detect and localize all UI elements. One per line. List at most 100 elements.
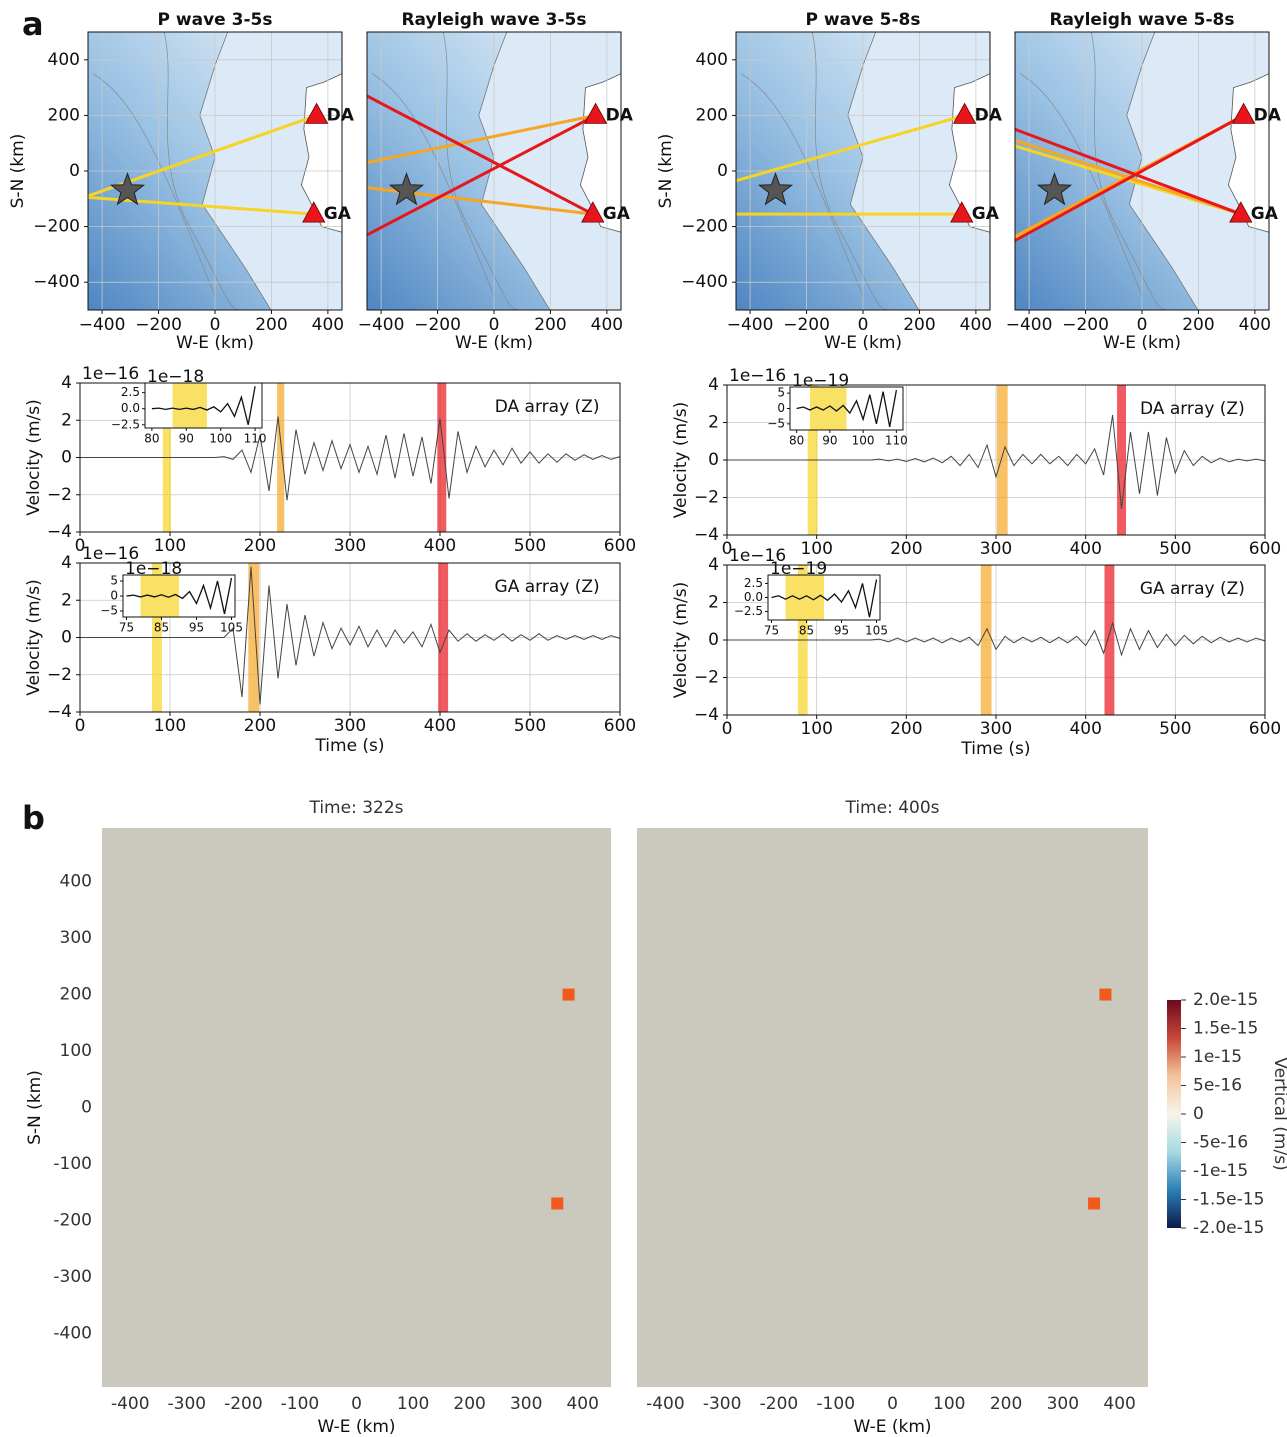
plot-frame	[366, 31, 622, 311]
time-window	[438, 563, 449, 712]
colorbar-tick-label: -1e-15	[1193, 1161, 1248, 1181]
station-label: GA	[1251, 204, 1279, 224]
x-tick-label: -100	[816, 1394, 855, 1414]
time-window	[277, 383, 285, 532]
time-window	[1104, 565, 1115, 715]
chart-title: Rayleigh wave 5-8s	[1049, 10, 1234, 30]
offset-label: 1e−16	[729, 366, 786, 386]
x-tick-label: 300	[980, 539, 1012, 559]
x-tick-label: 400	[1069, 719, 1101, 739]
x-tick-label: 500	[514, 536, 546, 556]
colorbar-tick-label: -1.5e-15	[1193, 1190, 1264, 1210]
station	[1099, 988, 1112, 1001]
station	[1088, 1197, 1101, 1210]
x-axis-label: Time (s)	[314, 736, 384, 756]
chart-title: P wave 3-5s	[158, 10, 273, 30]
contour	[92, 73, 216, 297]
colorbar-tick-label: 5e-16	[1193, 1076, 1242, 1096]
x-tick-label: 600	[1249, 719, 1281, 739]
y-tick-label: 0	[717, 161, 728, 181]
y-tick-label: -100	[53, 1154, 92, 1174]
x-tick-label: 100	[154, 716, 186, 736]
x-tick-label: 600	[604, 536, 636, 556]
station	[551, 1197, 564, 1210]
station-label: GA	[324, 204, 352, 224]
station-label: DA	[1254, 105, 1282, 125]
y-tick-label: 2	[708, 413, 719, 433]
station	[950, 201, 974, 223]
x-tick-label: −200	[1062, 315, 1109, 335]
y-tick-label: 4	[61, 553, 72, 573]
x-axis-label: W-E (km)	[455, 333, 533, 353]
y-tick-label: 200	[696, 105, 728, 125]
ray	[367, 94, 594, 216]
station-label: GA	[972, 204, 1000, 224]
y-tick-label: −2.5	[734, 604, 763, 618]
x-tick-label: 400	[424, 716, 456, 736]
time-window	[980, 565, 992, 715]
x-tick-label: 200	[890, 539, 922, 559]
x-tick-label: 105	[865, 624, 888, 638]
y-axis-label: S-N (km)	[8, 134, 28, 209]
time-window	[1117, 385, 1127, 535]
chart-title: Time: 322s	[308, 798, 403, 818]
x-axis-label: W-E (km)	[824, 333, 902, 353]
ray	[1015, 114, 1245, 242]
source-star	[388, 172, 425, 206]
y-tick-label: −4	[47, 702, 72, 722]
x-tick-label: 400	[1239, 315, 1271, 335]
y-tick-label: −200	[681, 217, 728, 237]
waveform	[80, 566, 621, 705]
y-tick-label: 2.5	[121, 385, 140, 399]
x-tick-label: 400	[424, 536, 456, 556]
x-tick-label: 500	[1159, 719, 1191, 739]
x-tick-label: 0	[722, 719, 733, 739]
station	[583, 102, 608, 124]
y-tick-label: −200	[33, 217, 80, 237]
inset-waveform	[126, 577, 233, 615]
y-tick-label: 300	[60, 928, 92, 948]
x-tick-label: 200	[255, 315, 287, 335]
y-tick-label: 2.5	[744, 576, 763, 590]
x-tick-label: 110	[244, 432, 267, 446]
x-tick-label: 400	[1103, 1394, 1135, 1414]
x-tick-label: −400	[79, 315, 126, 335]
y-tick-label: −2	[694, 488, 719, 508]
map-area	[367, 32, 621, 310]
colorbar	[1167, 1000, 1181, 1228]
x-tick-label: 500	[1159, 539, 1191, 559]
x-axis-label: Time (s)	[960, 739, 1030, 759]
x-tick-label: 105	[220, 621, 243, 635]
y-tick-label: 0	[81, 1098, 92, 1118]
snapshot-background	[637, 828, 1148, 1387]
x-tick-label: −400	[727, 315, 774, 335]
contour	[1019, 73, 1143, 297]
x-tick-label: 100	[154, 536, 186, 556]
x-tick-label: 75	[764, 624, 779, 638]
y-tick-label: −2	[47, 665, 72, 685]
chart-title: P wave 5-8s	[806, 10, 921, 30]
inset-window	[172, 383, 207, 428]
map-area	[1015, 32, 1269, 310]
time-window	[996, 385, 1008, 535]
annotation: GA array (Z)	[495, 577, 600, 597]
x-tick-label: −200	[414, 315, 461, 335]
x-tick-label: 500	[514, 716, 546, 736]
inset-offset-label: 1e−19	[792, 371, 849, 391]
y-tick-label: 2	[61, 590, 72, 610]
waveform	[727, 414, 1266, 509]
source-star	[1036, 172, 1073, 206]
x-tick-label: 0	[489, 315, 500, 335]
source-star	[757, 172, 794, 206]
y-tick-label: −2.5	[111, 417, 140, 431]
contour	[1090, 32, 1168, 310]
map-area	[736, 32, 990, 310]
x-tick-label: 200	[244, 536, 276, 556]
x-tick-label: -300	[703, 1394, 742, 1414]
x-tick-label: 95	[189, 621, 204, 635]
x-tick-label: −200	[135, 315, 182, 335]
annotation: DA array (Z)	[495, 397, 600, 417]
inset-offset-label: 1e−18	[147, 367, 204, 387]
contour	[442, 32, 520, 310]
inset-offset-label: 1e−19	[770, 559, 827, 579]
